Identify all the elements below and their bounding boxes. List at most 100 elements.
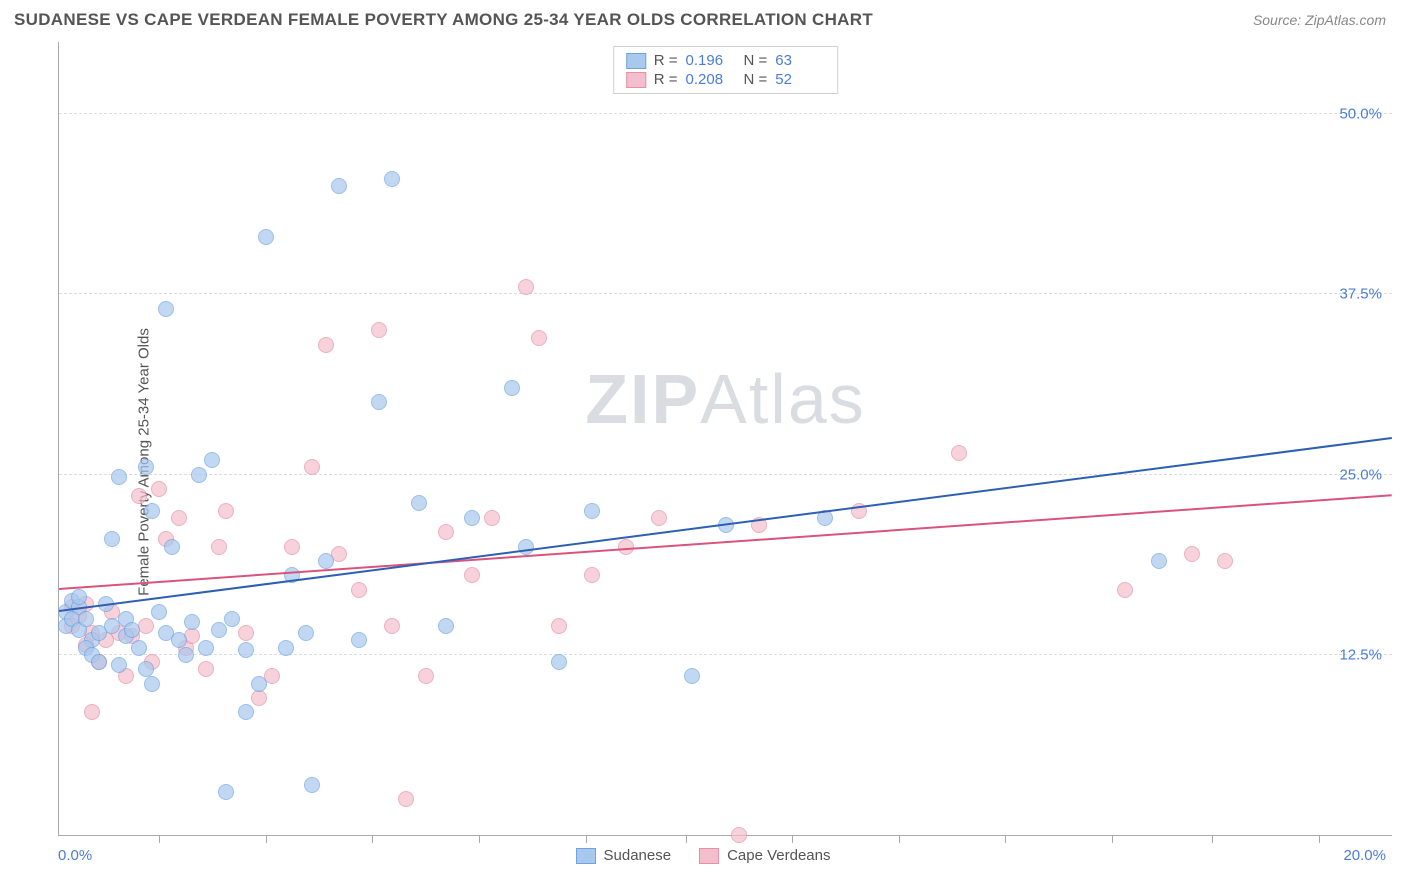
y-tick-label: 12.5% bbox=[1339, 646, 1382, 663]
data-point bbox=[1117, 582, 1133, 598]
data-point bbox=[218, 503, 234, 519]
data-point bbox=[351, 582, 367, 598]
data-point bbox=[584, 567, 600, 583]
data-point bbox=[371, 322, 387, 338]
data-point bbox=[651, 510, 667, 526]
gridline bbox=[59, 293, 1392, 294]
data-point bbox=[684, 668, 700, 684]
data-point bbox=[518, 539, 534, 555]
data-point bbox=[204, 452, 220, 468]
data-point bbox=[151, 481, 167, 497]
x-tick bbox=[586, 835, 587, 843]
swatch-capeverdean-icon bbox=[626, 72, 646, 88]
x-tick bbox=[1112, 835, 1113, 843]
legend-label-sudanese: Sudanese bbox=[604, 847, 672, 864]
data-point bbox=[171, 510, 187, 526]
y-tick-label: 37.5% bbox=[1339, 286, 1382, 303]
data-point bbox=[238, 625, 254, 641]
gridline bbox=[59, 474, 1392, 475]
data-point bbox=[551, 618, 567, 634]
x-tick bbox=[266, 835, 267, 843]
r-label: R = bbox=[654, 52, 678, 69]
r-value-capeverdean: 0.208 bbox=[686, 71, 736, 88]
y-tick-label: 50.0% bbox=[1339, 106, 1382, 123]
y-tick-label: 25.0% bbox=[1339, 466, 1382, 483]
data-point bbox=[464, 567, 480, 583]
data-point bbox=[198, 640, 214, 656]
data-point bbox=[304, 459, 320, 475]
data-point bbox=[131, 640, 147, 656]
data-point bbox=[211, 622, 227, 638]
data-point bbox=[551, 654, 567, 670]
r-value-sudanese: 0.196 bbox=[686, 52, 736, 69]
x-tick bbox=[899, 835, 900, 843]
data-point bbox=[111, 469, 127, 485]
legend-row-capeverdean: R = 0.208 N = 52 bbox=[626, 70, 826, 89]
data-point bbox=[178, 647, 194, 663]
data-point bbox=[71, 589, 87, 605]
data-point bbox=[304, 777, 320, 793]
data-point bbox=[298, 625, 314, 641]
data-point bbox=[258, 229, 274, 245]
r-label: R = bbox=[654, 71, 678, 88]
data-point bbox=[618, 539, 634, 555]
x-tick bbox=[1212, 835, 1213, 843]
trend-line bbox=[59, 437, 1392, 612]
data-point bbox=[531, 330, 547, 346]
data-point bbox=[1151, 553, 1167, 569]
data-point bbox=[411, 495, 427, 511]
data-point bbox=[731, 827, 747, 843]
legend-row-sudanese: R = 0.196 N = 63 bbox=[626, 51, 826, 70]
data-point bbox=[198, 661, 214, 677]
data-point bbox=[384, 171, 400, 187]
data-point bbox=[438, 524, 454, 540]
x-tick bbox=[479, 835, 480, 843]
data-point bbox=[398, 791, 414, 807]
data-point bbox=[218, 784, 234, 800]
data-point bbox=[84, 704, 100, 720]
data-point bbox=[351, 632, 367, 648]
x-tick bbox=[1319, 835, 1320, 843]
data-point bbox=[951, 445, 967, 461]
data-point bbox=[278, 640, 294, 656]
data-point bbox=[331, 178, 347, 194]
n-label: N = bbox=[744, 71, 768, 88]
data-point bbox=[111, 657, 127, 673]
x-tick bbox=[686, 835, 687, 843]
data-point bbox=[158, 301, 174, 317]
legend-item-capeverdean: Cape Verdeans bbox=[699, 847, 830, 864]
data-point bbox=[418, 668, 434, 684]
n-label: N = bbox=[744, 52, 768, 69]
data-point bbox=[518, 279, 534, 295]
plot-area: ZIPAtlas R = 0.196 N = 63 R = 0.208 N = … bbox=[58, 42, 1392, 836]
x-tick bbox=[159, 835, 160, 843]
data-point bbox=[124, 622, 140, 638]
data-point bbox=[504, 380, 520, 396]
data-point bbox=[191, 467, 207, 483]
data-point bbox=[318, 337, 334, 353]
data-point bbox=[251, 676, 267, 692]
data-point bbox=[238, 642, 254, 658]
chart-title: SUDANESE VS CAPE VERDEAN FEMALE POVERTY … bbox=[14, 10, 873, 30]
data-point bbox=[464, 510, 480, 526]
data-point bbox=[144, 676, 160, 692]
trend-line bbox=[59, 494, 1392, 590]
correlation-legend: R = 0.196 N = 63 R = 0.208 N = 52 bbox=[613, 46, 839, 94]
data-point bbox=[371, 394, 387, 410]
gridline bbox=[59, 654, 1392, 655]
x-tick bbox=[792, 835, 793, 843]
data-point bbox=[131, 488, 147, 504]
data-point bbox=[104, 531, 120, 547]
data-point bbox=[284, 539, 300, 555]
data-point bbox=[484, 510, 500, 526]
data-point bbox=[1184, 546, 1200, 562]
n-value-capeverdean: 52 bbox=[775, 71, 825, 88]
gridline bbox=[59, 113, 1392, 114]
x-tick bbox=[1005, 835, 1006, 843]
n-value-sudanese: 63 bbox=[775, 52, 825, 69]
data-point bbox=[584, 503, 600, 519]
chart-container: Female Poverty Among 25-34 Year Olds ZIP… bbox=[14, 42, 1392, 882]
data-point bbox=[211, 539, 227, 555]
watermark: ZIPAtlas bbox=[585, 359, 866, 439]
data-point bbox=[224, 611, 240, 627]
